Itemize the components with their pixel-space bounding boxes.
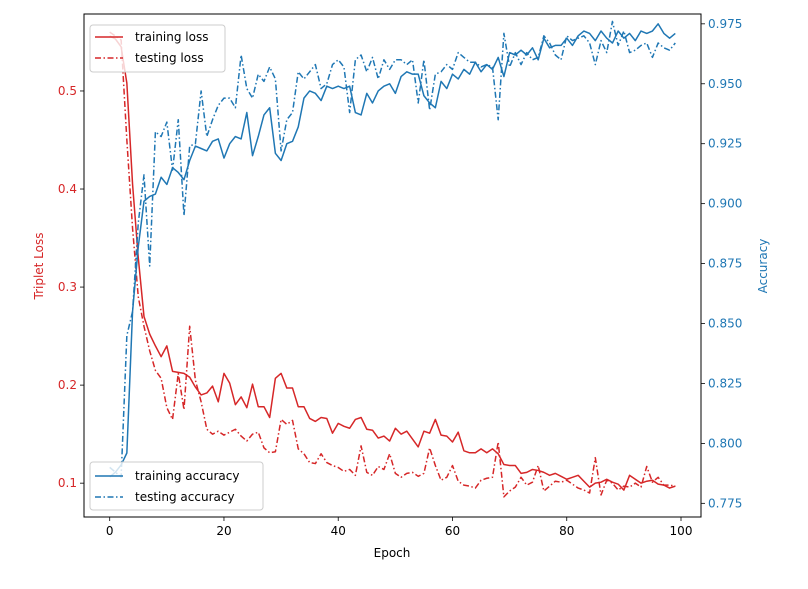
legend-training-accuracy-label: training accuracy	[135, 469, 239, 483]
left-axis-ticks: 0.1 0.2 0.3 0.4 0.5	[58, 84, 84, 490]
x-tick-label: 100	[670, 524, 693, 538]
legend-accuracy: training accuracy testing accuracy	[89, 461, 264, 511]
left-tick-label: 0.1	[58, 476, 77, 490]
right-tick-label: 0.800	[708, 436, 742, 450]
left-tick-label: 0.3	[58, 280, 77, 294]
x-tick-label: 40	[331, 524, 346, 538]
x-axis-ticks: 0 20 40 60 80 100	[106, 517, 693, 538]
right-tick-label: 0.775	[708, 496, 742, 510]
left-tick-label: 0.4	[58, 182, 77, 196]
series-training-loss	[109, 35, 676, 491]
right-axis-label: Accuracy	[756, 239, 770, 294]
x-tick-label: 60	[445, 524, 460, 538]
left-tick-label: 0.5	[58, 84, 77, 98]
plot-frame	[83, 13, 702, 518]
right-tick-label: 0.975	[708, 17, 742, 31]
series-testing-loss	[109, 31, 676, 498]
x-tick-label: 0	[106, 524, 114, 538]
right-tick-label: 0.825	[708, 376, 742, 390]
legend-loss: training loss testing loss	[89, 24, 226, 73]
right-tick-label: 0.925	[708, 137, 742, 151]
legend-training-loss-label: training loss	[135, 30, 208, 44]
right-tick-label: 0.850	[708, 317, 742, 331]
right-tick-label: 0.950	[708, 77, 742, 91]
right-tick-label: 0.900	[708, 197, 742, 211]
left-axis-label: Triplet Loss	[32, 232, 46, 300]
x-tick-label: 20	[216, 524, 231, 538]
series-training-accuracy	[109, 23, 676, 478]
right-tick-label: 0.875	[708, 257, 742, 271]
legend-loss-box	[89, 24, 226, 73]
legend-testing-loss-label: testing loss	[135, 51, 204, 65]
x-tick-label: 80	[559, 524, 574, 538]
legend-testing-accuracy-label: testing accuracy	[135, 490, 235, 504]
right-axis-ticks: 0.775 0.800 0.825 0.850 0.875 0.900 0.925 0.950…	[701, 17, 742, 510]
series-lines	[109, 20, 676, 498]
series-testing-accuracy	[109, 20, 676, 478]
x-axis-label: Epoch	[374, 546, 411, 560]
left-tick-label: 0.2	[58, 378, 77, 392]
legend-accuracy-box	[89, 461, 264, 511]
